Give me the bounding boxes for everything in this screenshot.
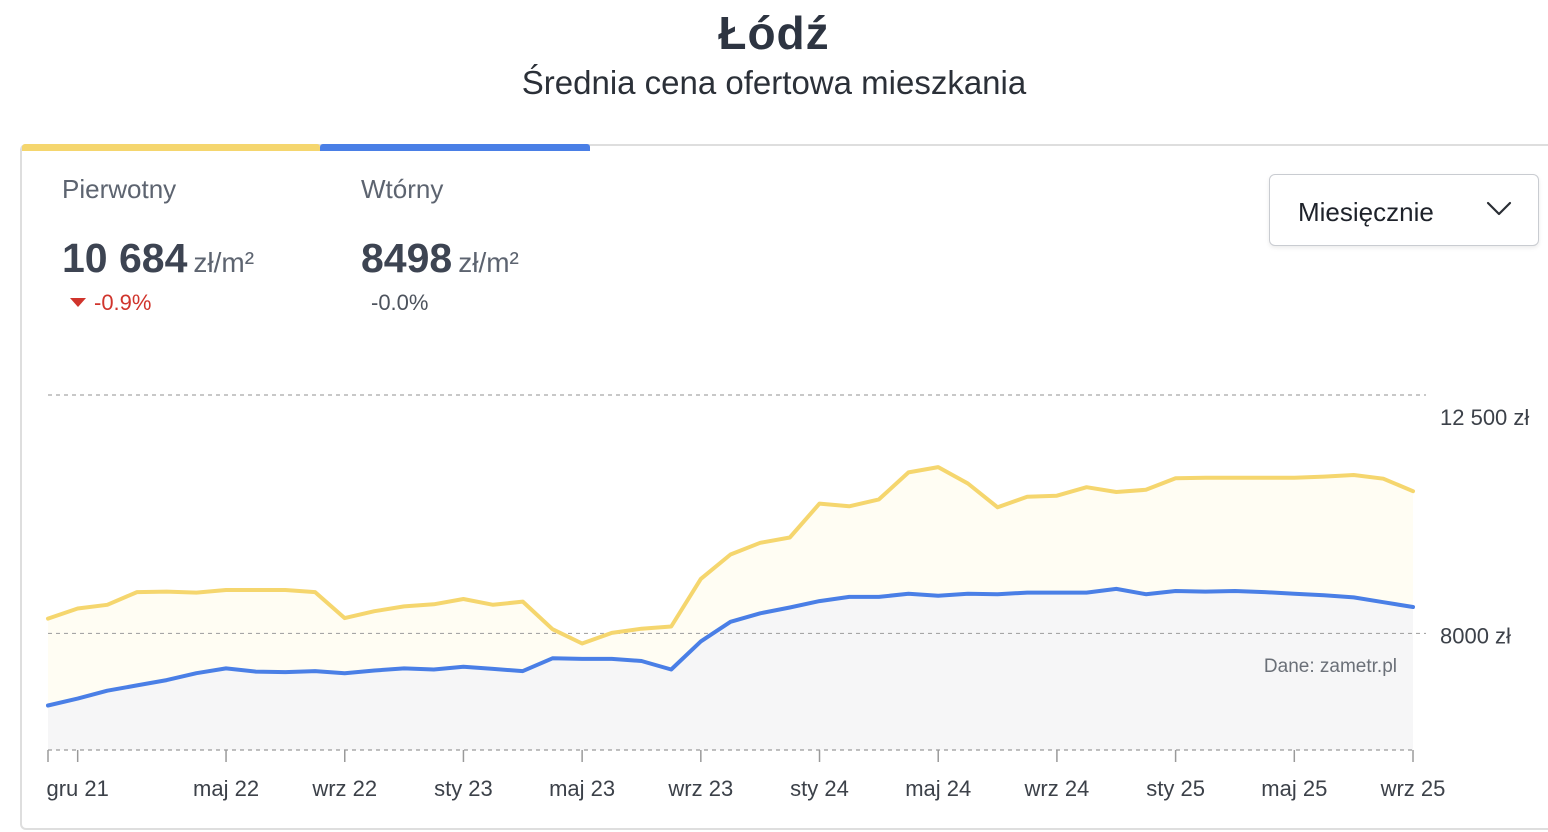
period-select[interactable]: Miesięcznie bbox=[1269, 174, 1539, 246]
tab-change: -0.0% bbox=[371, 290, 429, 315]
series-area bbox=[48, 588, 1413, 750]
x-tick-label: wrz 25 bbox=[1380, 776, 1446, 801]
x-tick-label: wrz 24 bbox=[1024, 776, 1090, 801]
x-tick-label: maj 22 bbox=[193, 776, 259, 801]
series-line bbox=[46, 465, 1415, 646]
tab-unit: zł/m² bbox=[458, 247, 519, 278]
x-tick-label: wrz 23 bbox=[667, 776, 733, 801]
tab-label: Pierwotny bbox=[62, 174, 177, 204]
y-tick-label: 12 500 zł bbox=[1440, 405, 1529, 430]
x-tick-label: sty 23 bbox=[434, 776, 493, 801]
source-note: Dane: zametr.pl bbox=[1264, 656, 1397, 677]
period-select-value: Miesięcznie bbox=[1298, 197, 1434, 227]
triangle-down-icon bbox=[70, 298, 86, 308]
x-tick-label: gru 21 bbox=[46, 776, 108, 801]
tab-value: 8498 bbox=[361, 235, 453, 281]
y-tick-label: 8000 zł bbox=[1440, 623, 1511, 648]
x-tick-label: sty 25 bbox=[1146, 776, 1205, 801]
x-tick-label: maj 23 bbox=[549, 776, 615, 801]
x-tick-label: maj 24 bbox=[905, 776, 971, 801]
tab-secondary-indicator bbox=[320, 144, 590, 151]
tab-change: -0.9% bbox=[94, 290, 152, 315]
tab-value: 10 684 bbox=[62, 235, 188, 281]
tab-unit: zł/m² bbox=[193, 247, 255, 278]
page-title: Łódź bbox=[718, 7, 830, 59]
tab-wtorny[interactable]: Wtórny 8498 zł/m² -0.0% bbox=[361, 174, 519, 316]
x-tick-label: maj 25 bbox=[1261, 776, 1327, 801]
tab-pierwotny[interactable]: Pierwotny 10 684 zł/m² -0.9% bbox=[62, 174, 254, 316]
page-subtitle: Średnia cena ofertowa mieszkania bbox=[521, 64, 1027, 101]
tab-primary-indicator bbox=[22, 144, 320, 151]
x-tick-label: wrz 22 bbox=[311, 776, 377, 801]
x-tick-label: sty 24 bbox=[790, 776, 849, 801]
series-line bbox=[46, 586, 1415, 708]
chevron-down-icon bbox=[1486, 201, 1512, 222]
tab-label: Wtórny bbox=[361, 174, 444, 204]
